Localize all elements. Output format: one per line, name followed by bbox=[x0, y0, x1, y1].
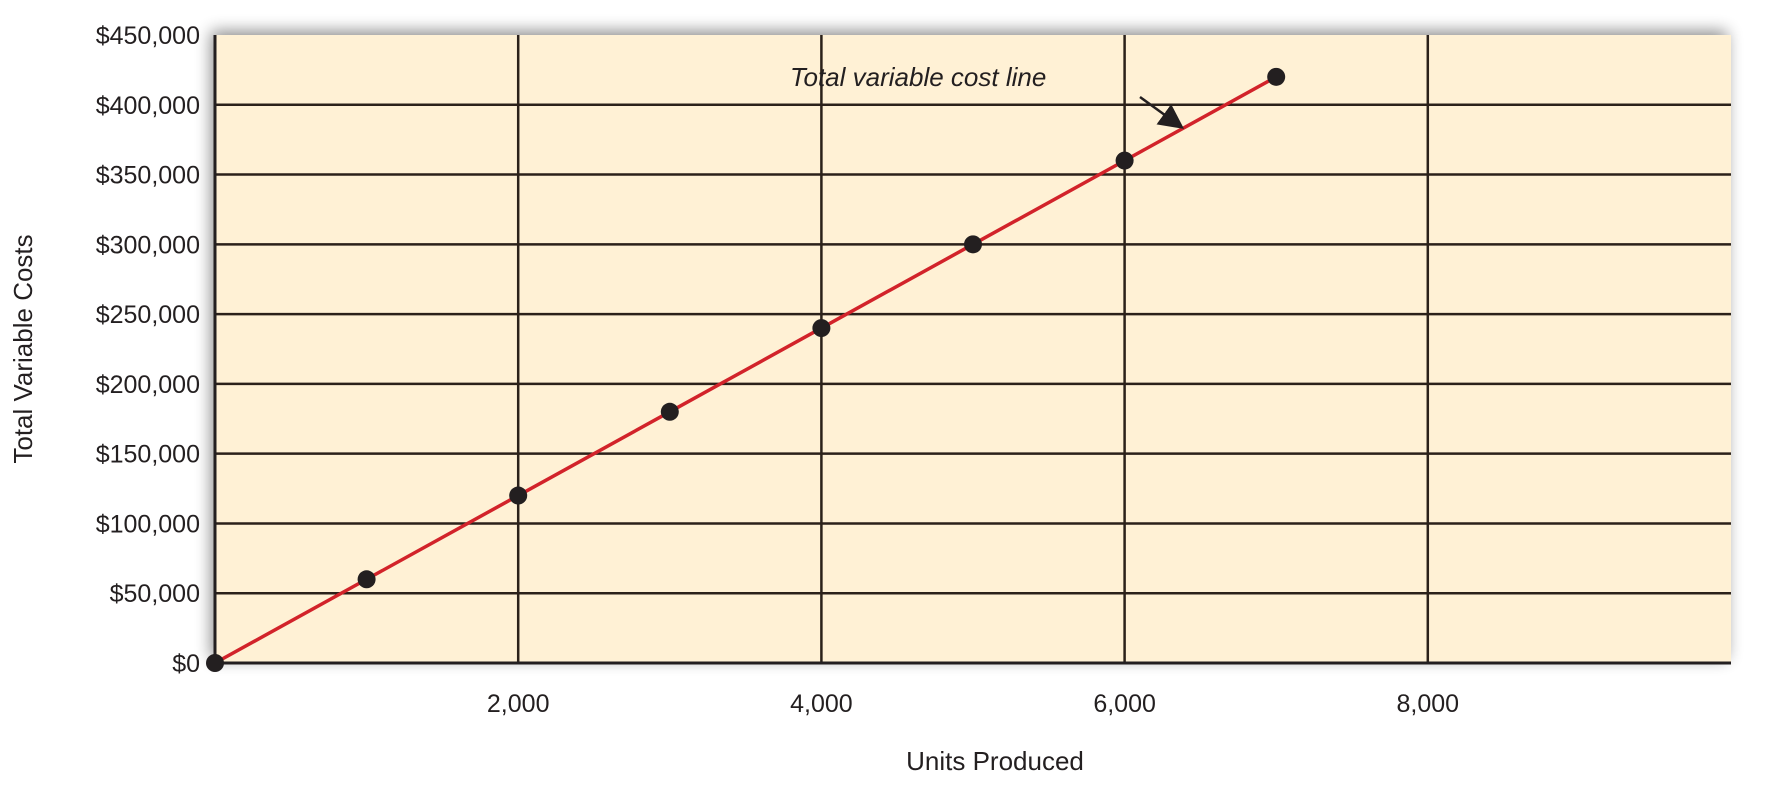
x-tick-label: 6,000 bbox=[1093, 690, 1156, 718]
y-tick-label: $450,000 bbox=[96, 22, 200, 50]
data-point bbox=[1115, 151, 1134, 170]
y-axis-ticks: $0 $50,000 $100,000 $150,000 $200,000 $250,00… bbox=[96, 22, 200, 678]
x-tick-label: 2,000 bbox=[487, 690, 550, 718]
y-tick-label: $0 bbox=[172, 650, 200, 678]
data-point bbox=[812, 319, 831, 338]
y-tick-label: $350,000 bbox=[96, 162, 200, 190]
y-tick-label: $100,000 bbox=[96, 510, 200, 538]
y-tick-label: $400,000 bbox=[96, 92, 200, 120]
x-axis-title: Units Produced bbox=[906, 746, 1084, 776]
x-tick-label: 8,000 bbox=[1397, 690, 1460, 718]
x-tick-label: 4,000 bbox=[790, 690, 853, 718]
data-point bbox=[964, 235, 982, 254]
series-line bbox=[214, 75, 1278, 665]
y-tick-label: $50,000 bbox=[110, 580, 200, 608]
data-series bbox=[206, 67, 1286, 672]
plot-area bbox=[215, 35, 1731, 663]
x-axis-ticks: 2,000 4,000 6,000 8,000 bbox=[487, 690, 1459, 718]
annotation-label: Total variable cost line bbox=[790, 62, 1046, 92]
data-point bbox=[206, 654, 224, 672]
y-tick-label: $250,000 bbox=[96, 301, 200, 329]
data-point bbox=[509, 486, 528, 505]
annotation-arrow-icon bbox=[1139, 95, 1185, 129]
data-point bbox=[660, 402, 679, 421]
y-tick-label: $300,000 bbox=[96, 231, 200, 259]
y-tick-label: $150,000 bbox=[96, 441, 200, 469]
data-point bbox=[357, 570, 376, 589]
y-axis-title: Total Variable Costs bbox=[8, 234, 38, 463]
data-point bbox=[1267, 67, 1286, 86]
y-tick-label: $200,000 bbox=[96, 371, 200, 399]
